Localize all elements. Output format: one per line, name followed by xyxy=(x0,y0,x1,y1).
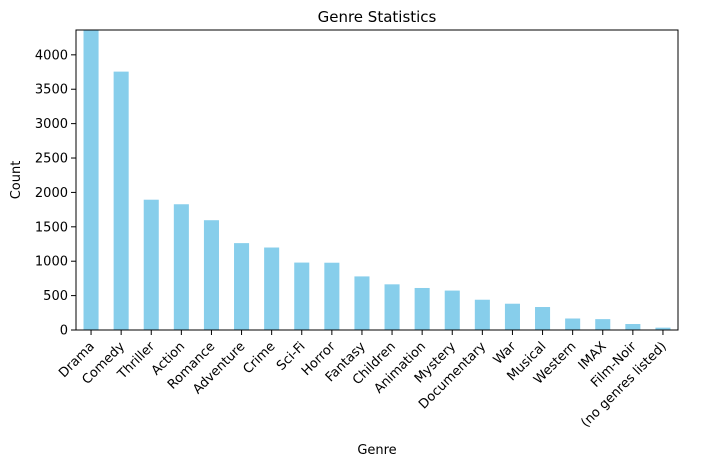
x-tick-label: Crime xyxy=(241,339,279,377)
bar xyxy=(203,220,219,330)
bar xyxy=(474,299,490,330)
bar xyxy=(625,324,641,330)
bar xyxy=(444,290,460,330)
chart-title: Genre Statistics xyxy=(318,8,437,26)
plot-frame xyxy=(75,29,679,331)
bar xyxy=(384,284,400,330)
bar xyxy=(414,287,430,330)
y-tick-label: 3500 xyxy=(35,83,68,98)
y-tick-label: 2000 xyxy=(35,186,68,201)
y-tick-label: 3000 xyxy=(35,117,68,132)
bar xyxy=(143,199,159,330)
y-tick-label: 2500 xyxy=(35,152,68,167)
x-axis: DramaComedyThrillerActionRomanceAdventur… xyxy=(56,330,670,431)
bar xyxy=(234,243,250,330)
y-axis-title: Count xyxy=(9,161,24,200)
bar xyxy=(113,71,129,331)
bar xyxy=(264,247,280,330)
bar xyxy=(354,276,370,330)
x-axis-title: Genre xyxy=(357,443,396,458)
bar xyxy=(294,262,310,330)
y-tick-label: 0 xyxy=(60,324,68,339)
bar xyxy=(504,303,520,330)
bar xyxy=(173,204,189,330)
plot-area xyxy=(75,29,679,331)
bar xyxy=(83,30,99,330)
bar xyxy=(655,327,671,330)
y-tick-label: 1000 xyxy=(35,255,68,270)
bar xyxy=(535,307,551,330)
y-axis: 0 500 1000 1500 2000 2500 3000 3500 4000 xyxy=(35,48,76,339)
bar xyxy=(565,318,581,330)
bar xyxy=(324,262,340,330)
y-tick-label: 1500 xyxy=(35,220,68,235)
y-tick-label: 500 xyxy=(43,289,68,304)
bar xyxy=(595,319,611,330)
y-tick-label: 4000 xyxy=(35,48,68,63)
